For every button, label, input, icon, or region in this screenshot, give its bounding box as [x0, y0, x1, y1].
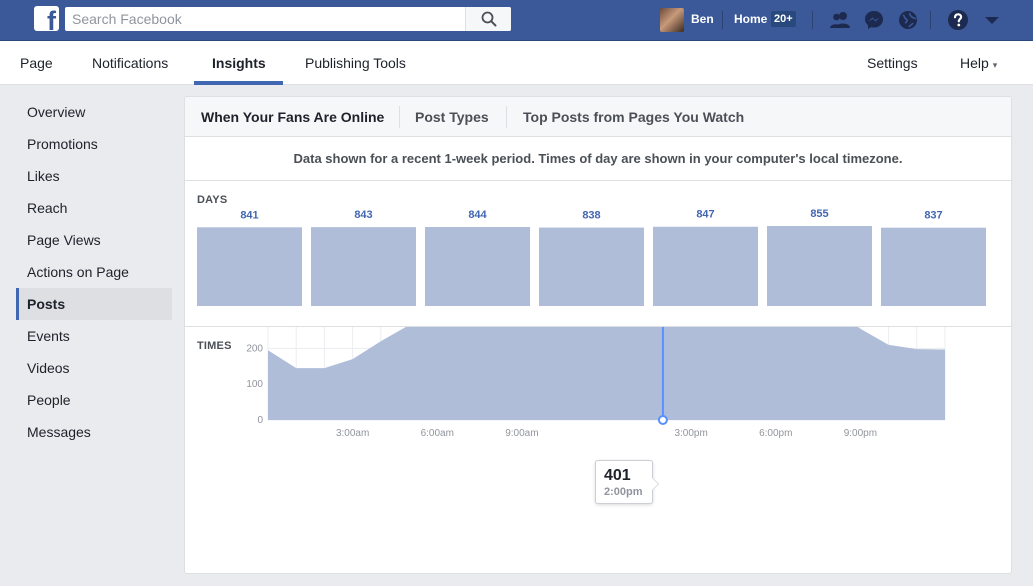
day-bar-tue[interactable]	[425, 227, 530, 306]
times-area-chart: 01002003004005003:00am6:00am9:00am3:00pm…	[246, 327, 946, 439]
tab-page[interactable]: Page	[20, 55, 53, 71]
search-button[interactable]	[465, 7, 511, 31]
day-value-label: 838	[582, 210, 600, 222]
divider	[930, 11, 931, 29]
sidebar-item-messages[interactable]: Messages	[27, 424, 91, 440]
tab-top-posts-pages-you-watch[interactable]: Top Posts from Pages You Watch	[523, 109, 745, 125]
sidebar-item-reach[interactable]: Reach	[27, 200, 68, 216]
times-section-title: TIMES	[197, 340, 232, 352]
avatar[interactable]	[660, 8, 684, 32]
day-bar-sat[interactable]	[881, 227, 986, 306]
tooltip-time: 2:00pm	[604, 486, 643, 498]
day-bar-fri[interactable]	[767, 226, 872, 306]
days-section: DAYS 841Sun843Mon844Tue838Wed847Thu855Fr…	[185, 181, 1011, 327]
y-tick-label: 100	[246, 379, 263, 390]
top-navigation-bar: f Ben Home 20+	[0, 0, 1033, 41]
tooltip-value: 401	[604, 467, 631, 484]
sidebar-item-promotions[interactable]: Promotions	[27, 136, 98, 152]
insights-tab-row: When Your Fans Are Online Post Types Top…	[185, 97, 1011, 137]
sidebar-item-events[interactable]: Events	[27, 328, 70, 344]
help-menu[interactable]: Help ▾	[960, 55, 997, 71]
sidebar-item-page-views[interactable]: Page Views	[27, 232, 101, 248]
hover-marker-base	[657, 415, 668, 425]
home-link[interactable]: Home	[734, 12, 768, 26]
day-bar-mon[interactable]	[311, 227, 416, 306]
divider	[722, 11, 723, 29]
tab-when-fans-online[interactable]: When Your Fans Are Online	[201, 109, 385, 125]
home-count-badge: 20+	[771, 11, 796, 27]
day-value-label: 855	[810, 208, 828, 220]
x-tick-label: 3:00am	[336, 428, 369, 439]
day-bar-thu[interactable]	[653, 226, 758, 306]
sidebar-item-likes[interactable]: Likes	[27, 168, 60, 184]
sidebar-item-actions-on-page[interactable]: Actions on Page	[27, 264, 129, 280]
page-navigation-bar: Page Notifications Insights Publishing T…	[0, 41, 1033, 85]
day-bar-wed[interactable]	[539, 227, 644, 306]
sidebar-item-people[interactable]: People	[27, 392, 71, 408]
sidebar-item-videos[interactable]: Videos	[27, 360, 70, 376]
tab-notifications[interactable]: Notifications	[92, 55, 169, 71]
x-tick-label: 9:00am	[505, 428, 538, 439]
tab-post-types[interactable]: Post Types	[415, 109, 489, 125]
day-value-label: 841	[240, 209, 258, 221]
info-message: Data shown for a recent 1-week period. T…	[185, 137, 1011, 181]
sidebar-item-overview[interactable]: Overview	[27, 104, 86, 120]
search-icon	[481, 11, 497, 27]
globe-notifications-icon[interactable]	[896, 8, 920, 32]
insights-card: When Your Fans Are Online Post Types Top…	[184, 96, 1012, 574]
active-tab-indicator	[194, 81, 283, 85]
fans-online-area	[268, 327, 945, 420]
profile-name-link[interactable]: Ben	[691, 12, 714, 26]
day-value-label: 844	[468, 209, 487, 221]
search-box	[65, 7, 511, 31]
help-icon[interactable]	[946, 8, 970, 32]
search-input[interactable]	[65, 7, 465, 31]
x-tick-label: 3:00pm	[674, 428, 707, 439]
day-value-label: 837	[924, 210, 942, 222]
days-bar-chart: 841Sun843Mon844Tue838Wed847Thu855Fri837S…	[197, 208, 986, 306]
chart-tooltip: 401 2:00pm	[595, 460, 659, 504]
times-section: TIMES 01002003004005003:00am6:00am9:00am…	[185, 327, 1011, 573]
tab-insights[interactable]: Insights	[212, 55, 266, 71]
tab-publishing-tools[interactable]: Publishing Tools	[305, 55, 406, 71]
x-tick-label: 6:00am	[421, 428, 454, 439]
account-menu-chevron-down-icon[interactable]	[980, 8, 1004, 32]
friend-requests-icon[interactable]	[828, 8, 852, 32]
facebook-logo-icon[interactable]: f	[34, 6, 59, 31]
divider	[812, 11, 813, 29]
day-bar-sun[interactable]	[197, 227, 302, 306]
days-section-title: DAYS	[197, 194, 228, 206]
day-value-label: 843	[354, 209, 372, 221]
x-tick-label: 9:00pm	[844, 428, 877, 439]
tab-divider	[399, 106, 400, 128]
y-tick-label: 0	[257, 415, 263, 426]
help-label: Help	[960, 55, 989, 71]
help-caret-icon: ▾	[992, 60, 998, 70]
sidebar-item-posts[interactable]: Posts	[16, 288, 172, 320]
x-tick-label: 6:00pm	[759, 428, 792, 439]
settings-link[interactable]: Settings	[867, 55, 918, 71]
y-tick-label: 200	[246, 343, 263, 354]
messenger-icon[interactable]	[862, 8, 886, 32]
day-value-label: 847	[696, 209, 714, 221]
tab-divider	[506, 106, 507, 128]
